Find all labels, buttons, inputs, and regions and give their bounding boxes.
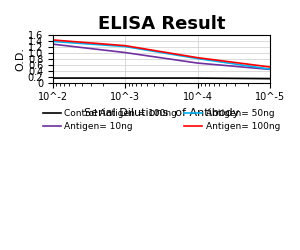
Y-axis label: O.D.: O.D.: [15, 46, 25, 70]
Antigen= 10ng: [51, 43, 55, 46]
Line: Antigen= 100ng: Antigen= 100ng: [53, 40, 270, 67]
Antigen= 100ng: [51, 38, 55, 42]
Line: Antigen= 10ng: Antigen= 10ng: [53, 44, 270, 70]
Title: ELISA Result: ELISA Result: [98, 15, 225, 33]
Legend: Control Antigen = 100ng, Antigen= 10ng, Antigen= 50ng, Antigen= 100ng: Control Antigen = 100ng, Antigen= 10ng, …: [39, 105, 284, 135]
Antigen= 10ng: [268, 68, 272, 71]
Antigen= 50ng: [51, 40, 55, 43]
Control Antigen = 100ng: [123, 76, 127, 80]
Control Antigen = 100ng: [51, 76, 55, 80]
Antigen= 10ng: [196, 62, 200, 64]
Control Antigen = 100ng: [196, 76, 200, 80]
Antigen= 50ng: [196, 57, 200, 60]
Line: Control Antigen = 100ng: Control Antigen = 100ng: [53, 78, 270, 79]
Antigen= 100ng: [123, 44, 127, 47]
Antigen= 50ng: [268, 68, 272, 70]
Antigen= 100ng: [268, 66, 272, 68]
Antigen= 10ng: [123, 51, 127, 54]
Line: Antigen= 50ng: Antigen= 50ng: [53, 42, 270, 69]
X-axis label: Serial Dilutions  of Antibody: Serial Dilutions of Antibody: [84, 108, 239, 118]
Control Antigen = 100ng: [268, 77, 272, 80]
Antigen= 50ng: [123, 45, 127, 48]
Antigen= 100ng: [196, 56, 200, 59]
